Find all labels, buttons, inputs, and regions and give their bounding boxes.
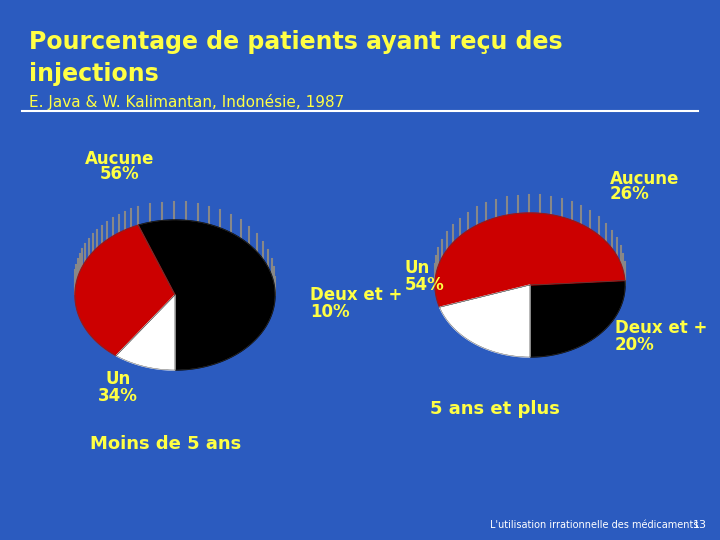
Text: Moins de 5 ans: Moins de 5 ans <box>90 435 241 453</box>
Polygon shape <box>75 225 175 356</box>
Polygon shape <box>138 220 275 370</box>
Polygon shape <box>435 213 625 307</box>
Text: E. Java & W. Kalimantan, Indonésie, 1987: E. Java & W. Kalimantan, Indonésie, 1987 <box>29 94 344 111</box>
Text: 20%: 20% <box>615 336 654 354</box>
Text: Aucune: Aucune <box>610 170 680 188</box>
Text: injections: injections <box>29 62 158 86</box>
Text: 56%: 56% <box>100 165 140 183</box>
Text: Deux et +: Deux et + <box>615 319 707 337</box>
Text: Un: Un <box>105 370 130 388</box>
Text: L'utilisation irrationnelle des médicaments: L'utilisation irrationnelle des médicame… <box>490 520 698 530</box>
Text: Aucune: Aucune <box>85 150 155 168</box>
Text: 34%: 34% <box>98 387 138 405</box>
Polygon shape <box>530 280 625 357</box>
Polygon shape <box>116 295 175 370</box>
Text: Deux et +: Deux et + <box>310 286 402 304</box>
Polygon shape <box>440 285 530 357</box>
Text: 13: 13 <box>693 520 707 530</box>
Text: 10%: 10% <box>310 303 350 321</box>
Text: Un: Un <box>405 259 431 277</box>
Text: Pourcentage de patients ayant reçu des: Pourcentage de patients ayant reçu des <box>29 30 562 53</box>
Text: 54%: 54% <box>405 276 445 294</box>
Text: 26%: 26% <box>610 185 649 203</box>
Text: 5 ans et plus: 5 ans et plus <box>430 400 560 418</box>
